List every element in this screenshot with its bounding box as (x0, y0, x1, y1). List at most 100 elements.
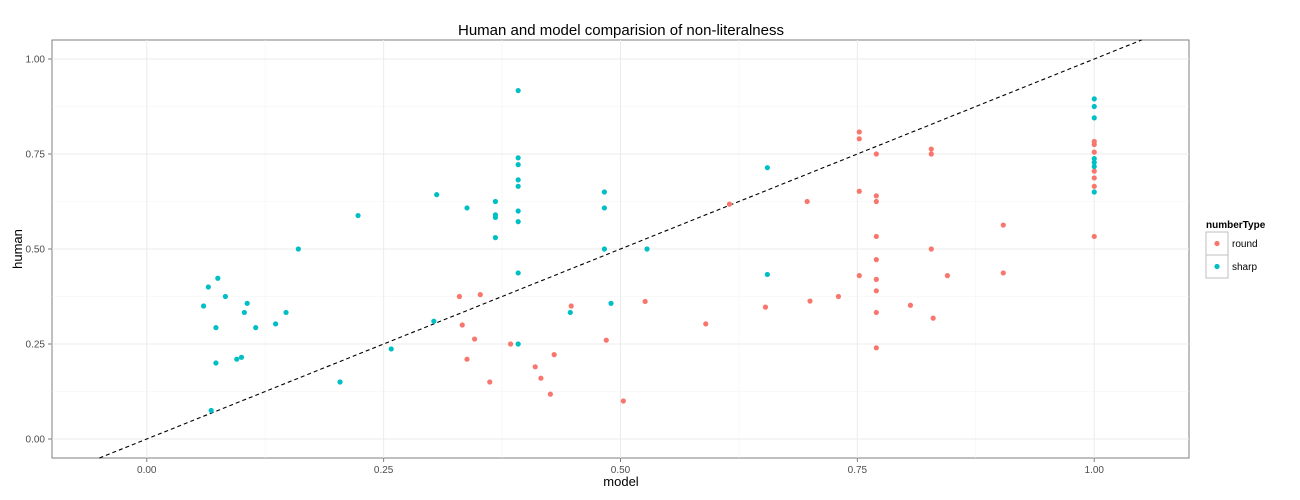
y-axis: 0.00 0.25 0.50 0.75 1.00 (26, 55, 52, 446)
point-round (873, 288, 879, 294)
point-sharp (1091, 96, 1097, 102)
plot-panel (51, 39, 1190, 459)
reference-line-group (99, 39, 1142, 459)
point-round (568, 303, 574, 309)
x-tick-label: 0.00 (137, 465, 157, 476)
point-sharp (608, 300, 614, 306)
point-sharp (515, 183, 521, 189)
data-points (201, 87, 1097, 414)
point-sharp (253, 325, 259, 331)
point-sharp (601, 205, 607, 211)
point-sharp (515, 162, 521, 168)
point-round (532, 364, 538, 370)
point-round (835, 293, 842, 300)
y-tick-label: 0.75 (26, 150, 46, 161)
x-tick-label: 0.50 (611, 465, 631, 476)
point-sharp (644, 246, 650, 252)
point-sharp (213, 360, 219, 366)
point-round (620, 398, 626, 404)
point-sharp (515, 219, 521, 225)
point-round (456, 293, 463, 300)
point-sharp (567, 309, 573, 316)
point-sharp (273, 321, 279, 327)
point-round (907, 302, 914, 308)
point-round (1091, 183, 1097, 189)
point-round (873, 276, 879, 282)
chart-title: Human and model comparision of non-liter… (458, 22, 784, 39)
legend-label-round: round (1232, 239, 1258, 250)
point-round (873, 345, 879, 351)
point-round (477, 292, 483, 298)
point-round (547, 391, 553, 397)
x-axis: 0.00 0.25 0.50 0.75 1.00 (137, 458, 1104, 476)
point-sharp (241, 309, 247, 316)
point-sharp (492, 235, 499, 241)
x-tick-label: 1.00 (1085, 465, 1105, 476)
y-tick-label: 1.00 (26, 55, 46, 66)
point-sharp (222, 293, 228, 300)
legend-title: numberType (1206, 220, 1266, 231)
point-round (873, 193, 879, 199)
grid-lines (52, 40, 1189, 458)
point-round (726, 201, 733, 207)
point-sharp (515, 177, 521, 183)
point-round (703, 321, 709, 327)
point-sharp (1091, 103, 1097, 110)
point-round (873, 233, 879, 240)
point-sharp (431, 318, 437, 324)
x-tick-label: 0.75 (848, 465, 868, 476)
point-round (603, 337, 609, 343)
point-round (930, 315, 936, 321)
point-sharp (764, 271, 770, 278)
point-sharp (1091, 163, 1097, 170)
point-sharp (515, 155, 521, 161)
point-round (873, 257, 879, 263)
point-sharp (355, 212, 361, 219)
point-round (507, 341, 514, 347)
x-tick-label: 0.25 (374, 465, 394, 476)
y-axis-title: human (10, 229, 25, 269)
legend-marker-round (1214, 240, 1220, 247)
point-round (1091, 175, 1097, 181)
point-round (928, 146, 934, 152)
point-sharp (434, 192, 440, 198)
point-round (1091, 141, 1097, 148)
point-sharp (213, 325, 219, 331)
y-tick-label: 0.00 (26, 435, 46, 446)
point-sharp (201, 303, 207, 309)
point-sharp (283, 309, 289, 316)
y-tick-label: 0.25 (26, 340, 46, 351)
point-round (1091, 168, 1097, 174)
point-round (1091, 233, 1097, 240)
point-round (807, 298, 813, 304)
point-sharp (1091, 189, 1097, 195)
x-axis-title: model (603, 474, 639, 489)
legend-label-sharp: sharp (1232, 262, 1257, 273)
point-round (856, 129, 862, 135)
point-sharp (492, 214, 499, 221)
point-sharp (1091, 115, 1097, 121)
point-sharp (238, 354, 245, 360)
legend: numberType round sharp (1205, 220, 1266, 279)
point-round (459, 322, 465, 328)
point-round (464, 356, 470, 362)
point-round (928, 151, 934, 157)
point-round (642, 298, 648, 305)
point-sharp (515, 208, 521, 214)
point-round (873, 309, 879, 316)
point-round (1091, 149, 1097, 155)
point-sharp (1091, 159, 1097, 165)
point-round (856, 136, 862, 142)
point-sharp (295, 246, 301, 252)
point-sharp (244, 300, 250, 306)
point-sharp (492, 198, 499, 205)
point-sharp (215, 275, 221, 281)
point-sharp (337, 379, 343, 385)
point-sharp (1091, 155, 1097, 162)
point-round (762, 304, 769, 310)
point-sharp (205, 284, 211, 290)
point-round (471, 336, 478, 342)
point-round (804, 198, 810, 205)
point-sharp (515, 87, 521, 94)
